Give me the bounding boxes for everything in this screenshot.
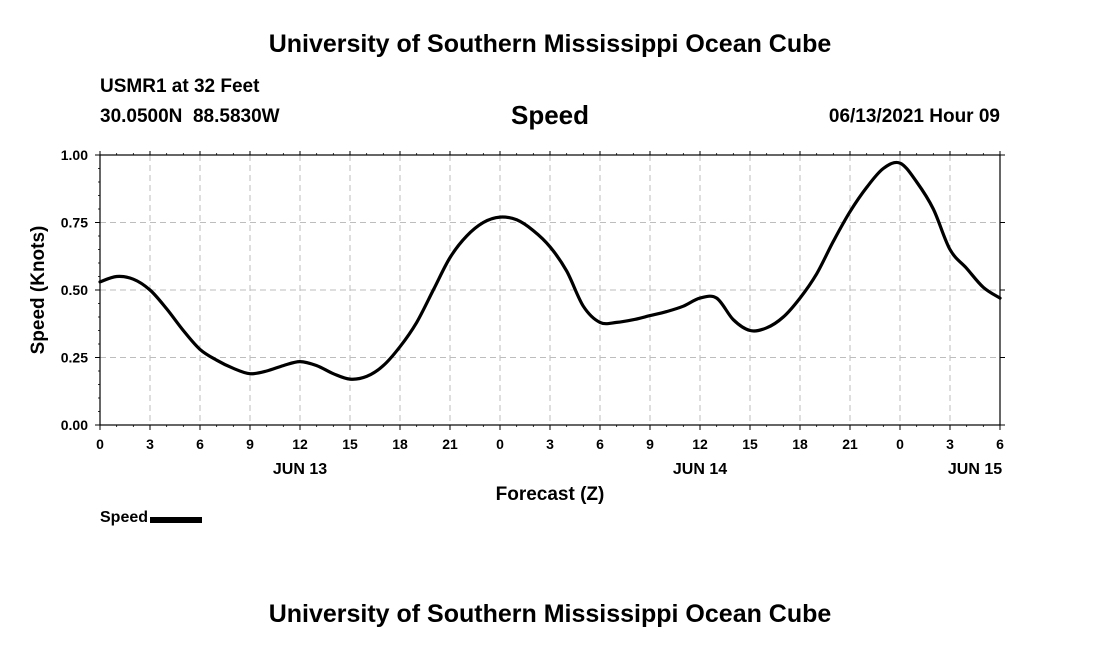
date-label: JUN 14 xyxy=(673,461,727,478)
x-tick-label: 6 xyxy=(196,436,204,452)
x-tick-label: 0 xyxy=(896,436,904,452)
date-label: JUN 13 xyxy=(273,461,327,478)
x-tick-label: 3 xyxy=(546,436,554,452)
x-tick-label: 3 xyxy=(946,436,954,452)
x-tick-label: 18 xyxy=(792,436,808,452)
station-label: USMR1 at 32 Feet xyxy=(100,76,260,97)
y-tick-label: 0.25 xyxy=(61,350,88,366)
date-label: JUN 15 xyxy=(948,461,1002,478)
y-axis-label: Speed (Knots) xyxy=(28,226,49,355)
x-tick-label: 18 xyxy=(392,436,408,452)
x-axis-label: Forecast (Z) xyxy=(496,484,605,505)
x-tick-label: 9 xyxy=(646,436,654,452)
x-tick-label: 0 xyxy=(496,436,504,452)
x-tick-label: 12 xyxy=(692,436,708,452)
x-tick-label: 6 xyxy=(596,436,604,452)
legend-label: Speed xyxy=(100,509,149,526)
chart-title: University of Southern Mississippi Ocean… xyxy=(268,30,832,58)
speed-series-line xyxy=(98,160,1002,381)
y-tick-label: 1.00 xyxy=(61,147,88,163)
x-tick-label: 6 xyxy=(996,436,1004,452)
x-tick-label: 21 xyxy=(842,436,858,452)
legend: Speed xyxy=(100,509,203,527)
x-tick-label: 9 xyxy=(246,436,254,452)
datetime-label: 06/13/2021 Hour 09 xyxy=(828,106,1000,127)
x-tick-label: 12 xyxy=(292,436,308,452)
legend-swatch xyxy=(150,516,203,523)
variable-title: Speed xyxy=(510,100,590,130)
x-tick-label: 15 xyxy=(342,436,358,452)
x-tick-label: 3 xyxy=(146,436,154,452)
coordinates-label: 30.0500N 88.5830W xyxy=(100,106,280,127)
y-tick-label: 0.50 xyxy=(61,282,88,298)
x-tick-label: 21 xyxy=(442,436,458,452)
y-tick-label: 0.75 xyxy=(61,215,88,231)
y-tick-label: 0.00 xyxy=(61,417,88,433)
x-tick-label: 0 xyxy=(96,436,104,452)
footer-title: University of Southern Mississippi Ocean… xyxy=(268,600,832,628)
x-tick-label: 15 xyxy=(742,436,758,452)
